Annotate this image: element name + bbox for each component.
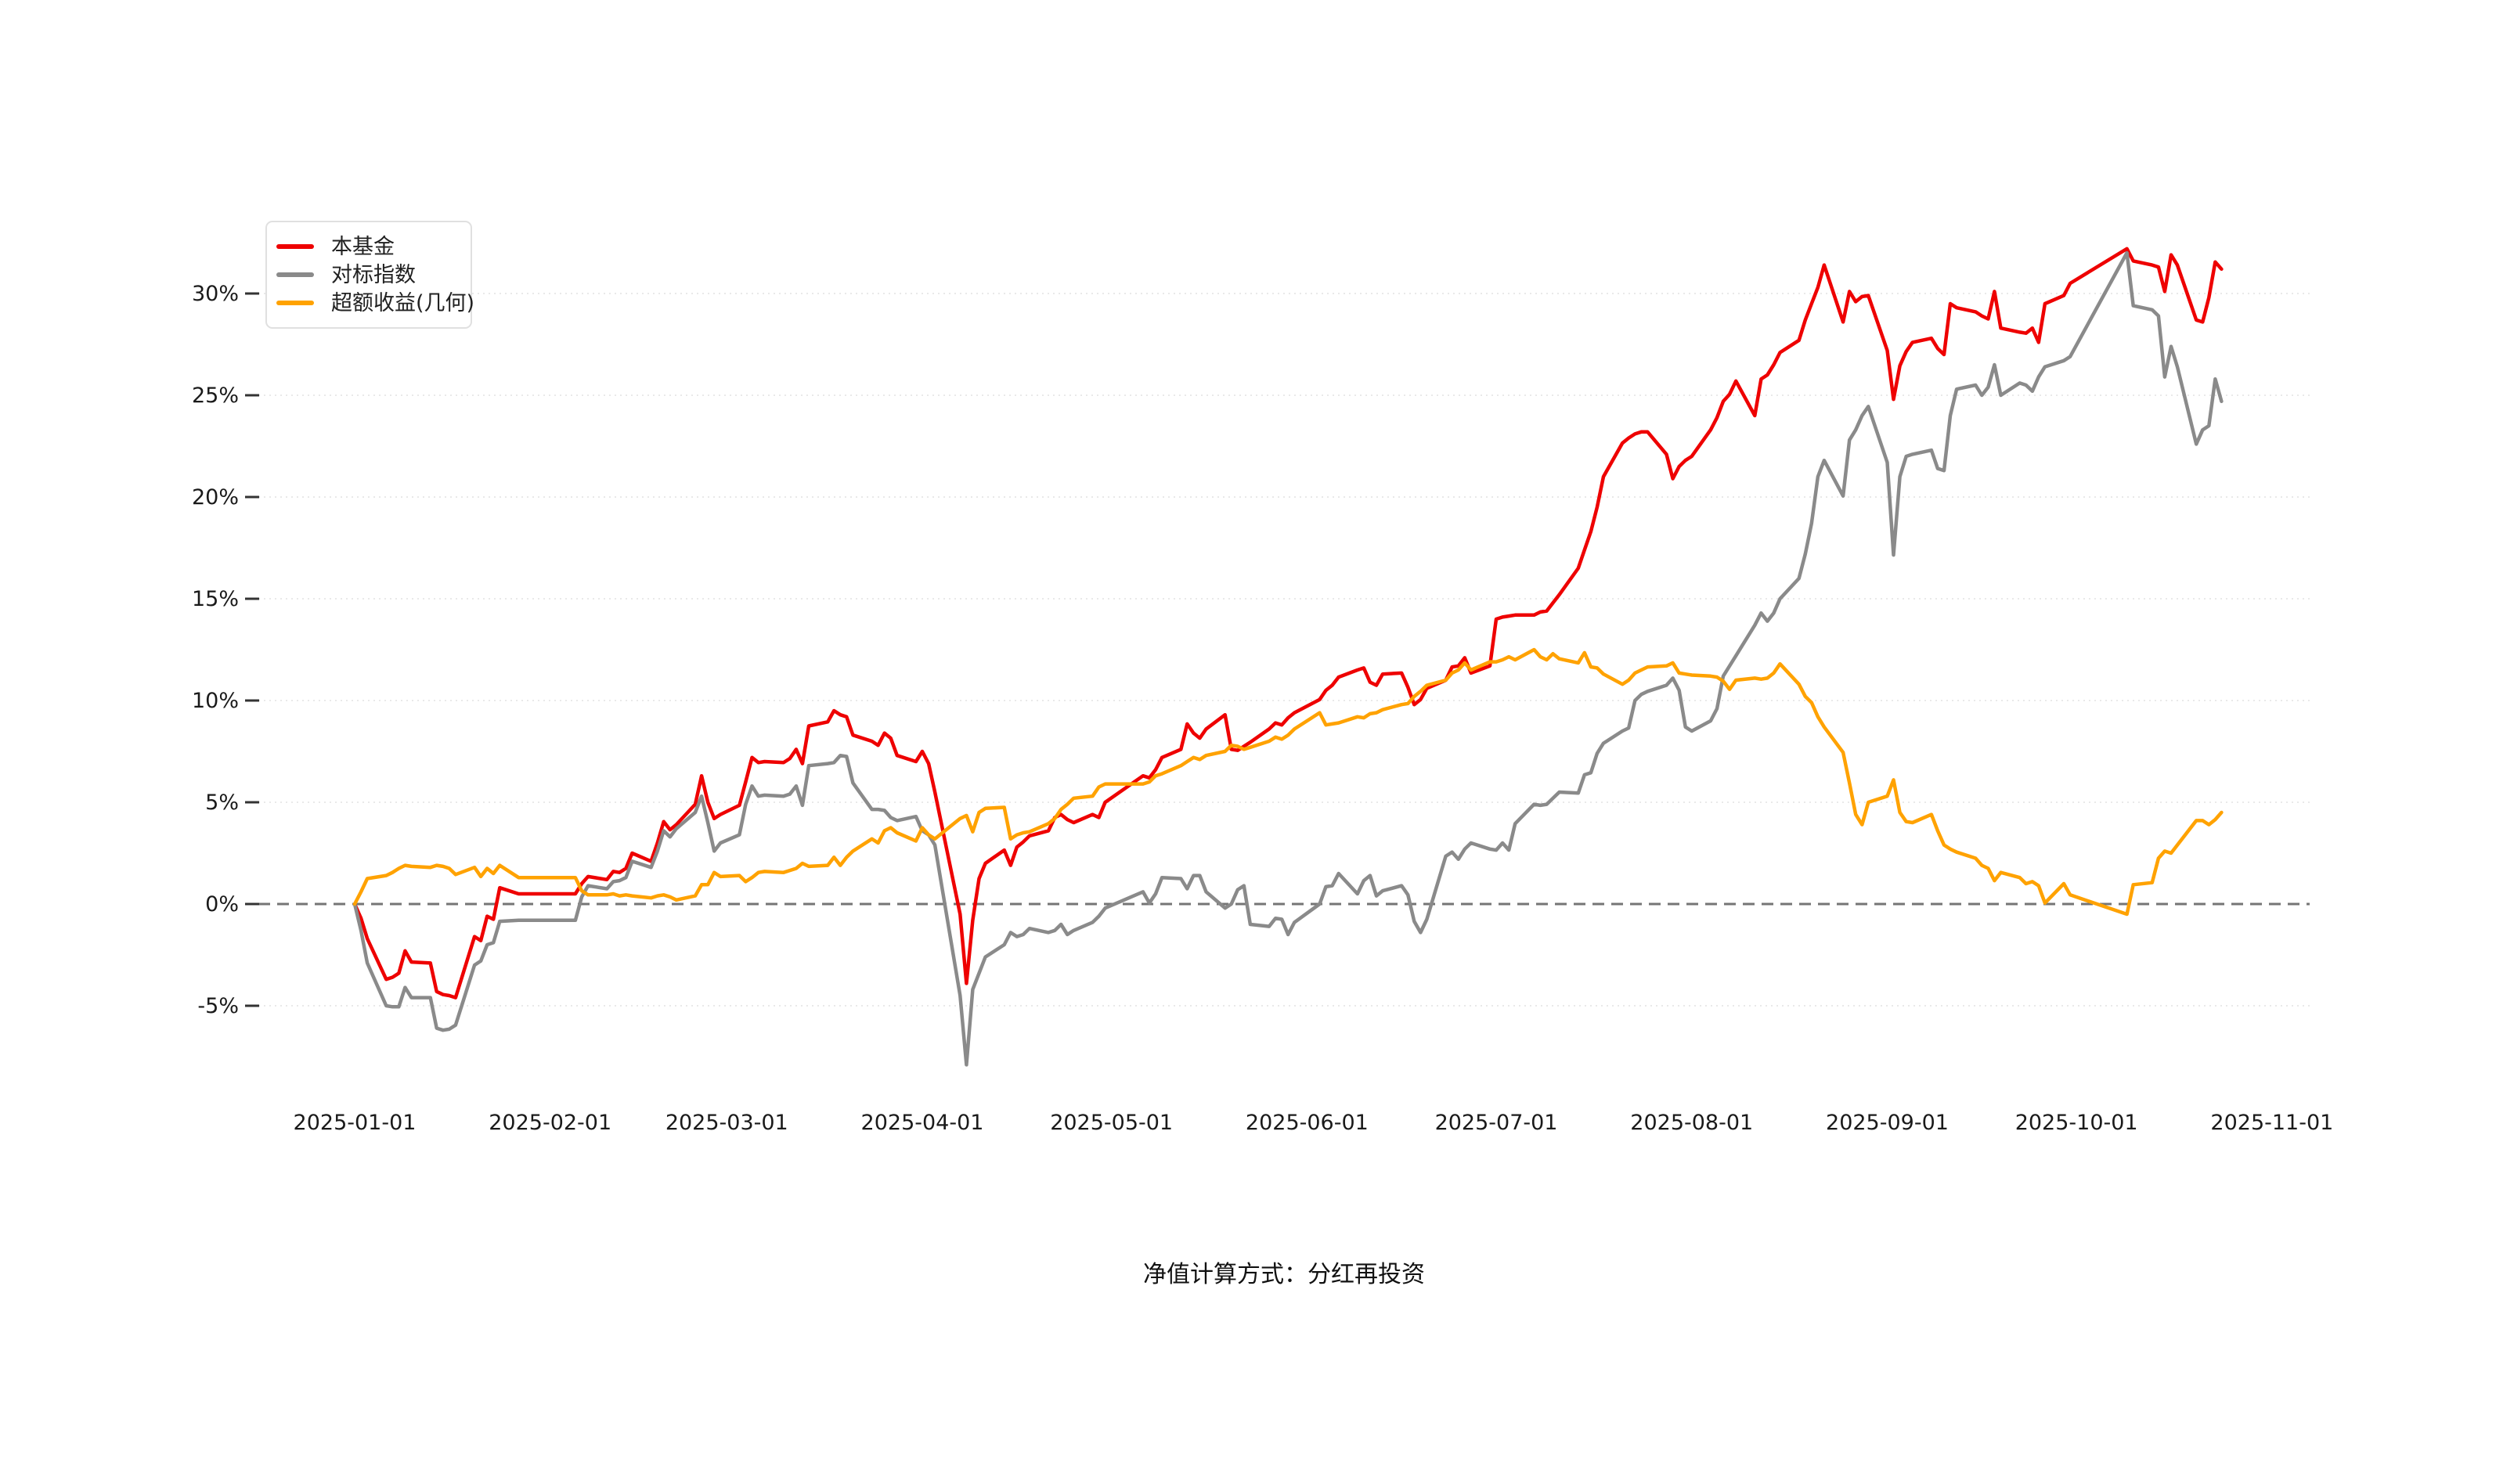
y-axis-label: -5% xyxy=(197,994,239,1018)
legend-label: 超额收益(几何) xyxy=(331,290,475,315)
x-axis-label: 2025-02-01 xyxy=(489,1111,611,1135)
legend-swatch-icon xyxy=(276,272,314,277)
x-axis-label: 2025-06-01 xyxy=(1246,1111,1369,1135)
legend-item-benchmark-line[interactable]: 对标指数 xyxy=(276,261,471,289)
fund-line xyxy=(352,247,2224,1000)
x-axis-label: 2025-01-01 xyxy=(294,1111,417,1135)
benchmark-line xyxy=(352,250,2224,1067)
x-axis-label: 2025-04-01 xyxy=(861,1111,984,1135)
legend: 本基金对标指数超额收益(几何) xyxy=(265,221,475,329)
x-axis-label: 2025-10-01 xyxy=(2015,1111,2138,1135)
y-axis-label: 20% xyxy=(192,485,239,510)
legend-label: 本基金 xyxy=(331,234,395,259)
x-axis-label: 2025-08-01 xyxy=(1630,1111,1753,1135)
y-axis-label: 25% xyxy=(192,384,239,408)
x-axis-label: 2025-03-01 xyxy=(665,1111,788,1135)
y-axis-label: 10% xyxy=(192,689,239,713)
x-axis-label: 2025-07-01 xyxy=(1435,1111,1558,1135)
legend-item-fund-line[interactable]: 本基金 xyxy=(276,232,471,261)
y-axis-label: 5% xyxy=(205,791,239,815)
legend-label: 对标指数 xyxy=(331,262,416,287)
legend-item-excess-return-line[interactable]: 超额收益(几何) xyxy=(276,289,475,317)
nav-calculation-note: 净值计算方式：分红再投资 xyxy=(1143,1261,1425,1288)
legend-swatch-icon xyxy=(276,301,314,305)
x-axis-label: 2025-11-01 xyxy=(2210,1111,2333,1135)
y-axis-label: 30% xyxy=(192,282,239,306)
x-axis-label: 2025-05-01 xyxy=(1050,1111,1173,1135)
excess-return-line xyxy=(352,647,2224,917)
y-axis-label: 15% xyxy=(192,587,239,611)
legend-swatch-icon xyxy=(276,244,314,249)
y-axis-label: 0% xyxy=(205,892,239,917)
x-axis-label: 2025-09-01 xyxy=(1826,1111,1949,1135)
